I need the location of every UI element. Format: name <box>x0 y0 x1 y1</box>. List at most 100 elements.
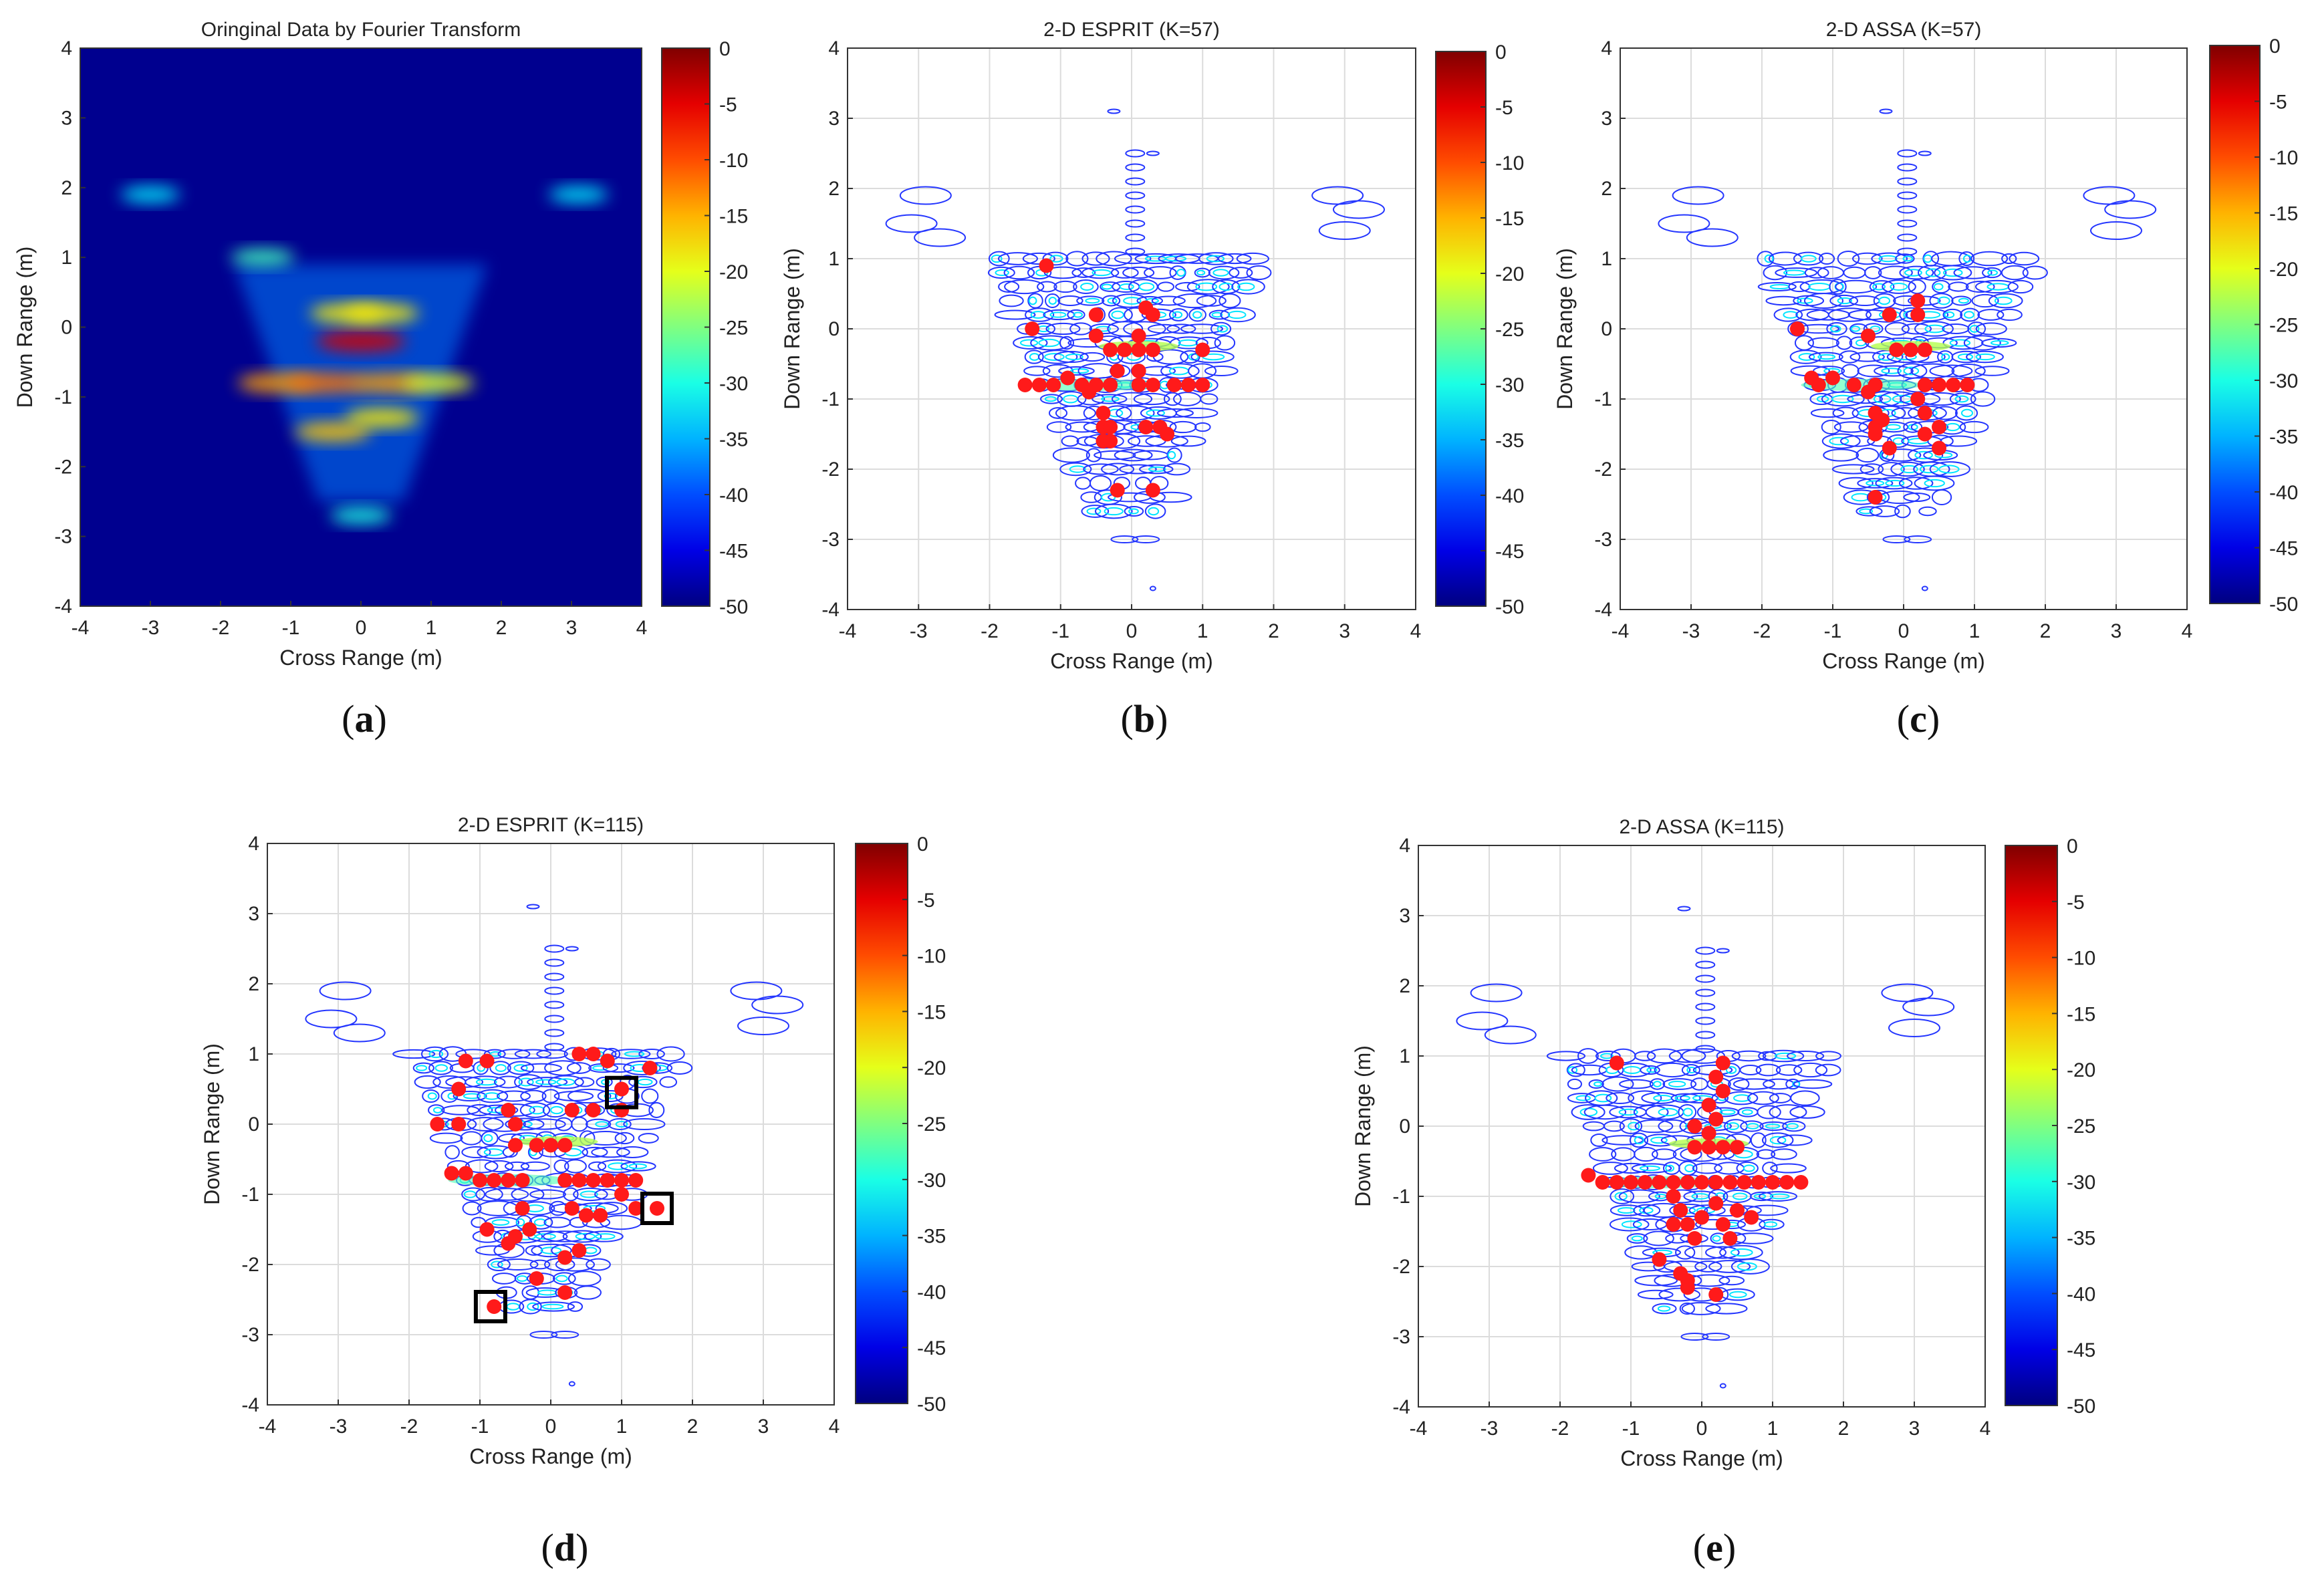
scatter-point <box>1025 321 1040 336</box>
contour-ring <box>1903 421 1923 433</box>
contour-ring <box>1057 295 1083 306</box>
x-tick-label: -2 <box>981 620 999 642</box>
contour-ring <box>1931 489 1952 505</box>
scatter-point <box>515 1201 530 1216</box>
contour-ring <box>1194 267 1210 278</box>
contour-ring <box>1741 1109 1753 1115</box>
contour-ring <box>565 946 579 952</box>
colorbar-tick-label: -35 <box>917 1226 946 1248</box>
y-axis-label: Down Range (m) <box>1553 248 1577 410</box>
contour-ring <box>1960 408 1974 418</box>
contour-ring <box>1037 281 1057 293</box>
contour-ring <box>1826 321 1847 336</box>
contour-ring <box>1679 1302 1695 1315</box>
colorbar-c <box>2209 45 2261 604</box>
colorbar-tick-label: -15 <box>2067 1003 2095 1025</box>
scatter-point <box>1117 342 1132 358</box>
y-tick-label: -2 <box>241 1254 259 1276</box>
contour-ring <box>567 1301 584 1312</box>
colorbar-tick-label: -5 <box>1495 97 1513 119</box>
contour-ring <box>1210 321 1232 336</box>
contour-ring <box>520 1089 547 1103</box>
contour-ring <box>628 1163 647 1170</box>
contour-ring <box>1730 1248 1753 1257</box>
scatter-point <box>1882 440 1897 456</box>
contour-ring <box>666 1061 693 1075</box>
contour-ring <box>1941 353 1950 361</box>
contour-ring <box>1929 364 1973 378</box>
contour-ring <box>1631 1163 1672 1174</box>
contour-ring <box>595 1233 616 1240</box>
contour-ring <box>1806 309 1851 321</box>
contour-ring <box>1885 479 1905 487</box>
contour-ring <box>422 1089 440 1103</box>
contour-ring <box>1333 200 1385 219</box>
colorbar-tick-label: -50 <box>917 1393 946 1416</box>
contour-ring <box>1815 1051 1841 1061</box>
contour-ring <box>333 1023 386 1043</box>
scatter-point <box>1017 378 1033 392</box>
contour-ring <box>591 1146 630 1158</box>
contour-ring <box>489 1051 502 1057</box>
contour-ring <box>1878 353 1894 361</box>
scatter-point <box>1910 392 1926 406</box>
contour-ring <box>1859 508 1874 515</box>
contour-ring <box>614 1132 635 1145</box>
contour-ring <box>544 986 565 995</box>
contour-ring <box>1180 323 1223 334</box>
y-tick-label: 1 <box>1601 248 1612 270</box>
scatter-point <box>1687 1140 1702 1155</box>
contour-ring <box>1144 503 1166 519</box>
contour-ring <box>1793 1079 1833 1089</box>
x-tick-label: 1 <box>1969 620 1980 642</box>
contour-ring <box>1743 1164 1755 1172</box>
y-tick-label: -1 <box>241 1184 259 1206</box>
scatter-point <box>1917 378 1932 392</box>
contour-ring <box>1793 251 1824 266</box>
contour-ring <box>1821 391 1865 407</box>
contour-ring <box>1675 1245 1696 1260</box>
contour-ring <box>453 1090 487 1102</box>
contour-ring <box>1866 480 1885 487</box>
contour-ring <box>1897 219 1918 228</box>
scatter-point <box>1910 293 1926 308</box>
scatter-point <box>1145 342 1160 358</box>
contour-ring <box>1733 1094 1751 1102</box>
contour-ring <box>1133 392 1170 406</box>
contour-ring <box>491 1260 503 1269</box>
contour-ring <box>1890 461 1925 477</box>
contour-ring <box>1603 1120 1625 1132</box>
contour-ring <box>1838 477 1874 490</box>
scatter-point <box>479 1053 495 1069</box>
x-tick-label: -3 <box>910 620 928 642</box>
scatter-point <box>1103 378 1118 392</box>
contour-ring <box>1783 311 1799 319</box>
scatter-point <box>1680 1273 1695 1288</box>
contour-ring <box>553 1159 569 1174</box>
y-tick-label: -1 <box>821 388 840 410</box>
contour-ring <box>475 1187 503 1202</box>
x-tick-label: -4 <box>1410 1418 1428 1440</box>
contour-ring <box>1190 350 1235 364</box>
contour-ring <box>1852 252 1883 265</box>
x-tick-label: 0 <box>1898 620 1910 642</box>
contour-ring <box>319 981 372 1001</box>
contour-ring <box>563 1187 579 1202</box>
scatter-point <box>458 1166 473 1181</box>
contour-ring <box>1821 433 1861 449</box>
contour-ring <box>1188 307 1206 322</box>
contour-ring <box>1864 266 1882 279</box>
contour-ring <box>1695 1003 1716 1011</box>
contour-ring <box>1606 1091 1635 1105</box>
contour-ring <box>1819 252 1835 265</box>
contour-ring <box>1712 1235 1721 1242</box>
y-tick-label: 0 <box>1399 1115 1410 1138</box>
contour-ring <box>1024 350 1044 364</box>
scatter-point <box>501 1103 516 1117</box>
contour-ring <box>479 1104 519 1116</box>
y-tick-label: -2 <box>1594 458 1612 481</box>
contour-ring <box>1878 296 1891 305</box>
contour-ring <box>1899 265 1934 280</box>
scatter-point <box>501 1236 516 1251</box>
contour-ring <box>483 1092 501 1100</box>
